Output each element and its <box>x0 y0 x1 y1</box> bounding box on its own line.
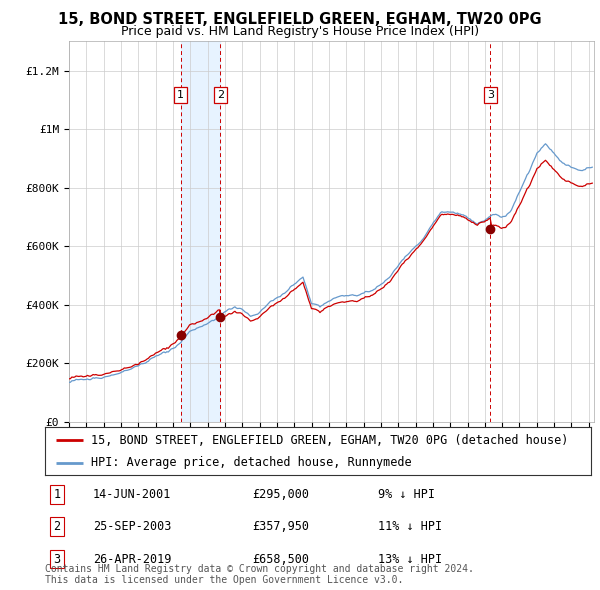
Text: 3: 3 <box>487 90 494 100</box>
Text: 11% ↓ HPI: 11% ↓ HPI <box>378 520 442 533</box>
Text: 1: 1 <box>177 90 184 100</box>
Text: 25-SEP-2003: 25-SEP-2003 <box>93 520 172 533</box>
Text: 26-APR-2019: 26-APR-2019 <box>93 552 172 566</box>
Text: HPI: Average price, detached house, Runnymede: HPI: Average price, detached house, Runn… <box>91 456 412 470</box>
Text: Price paid vs. HM Land Registry's House Price Index (HPI): Price paid vs. HM Land Registry's House … <box>121 25 479 38</box>
Text: 2: 2 <box>53 520 61 533</box>
Text: 15, BOND STREET, ENGLEFIELD GREEN, EGHAM, TW20 0PG: 15, BOND STREET, ENGLEFIELD GREEN, EGHAM… <box>58 12 542 27</box>
Text: 1: 1 <box>53 487 61 501</box>
Bar <box>181 41 220 422</box>
Text: Contains HM Land Registry data © Crown copyright and database right 2024.
This d: Contains HM Land Registry data © Crown c… <box>45 563 474 585</box>
Text: 14-JUN-2001: 14-JUN-2001 <box>93 487 172 501</box>
Text: 3: 3 <box>53 552 61 566</box>
Text: 2: 2 <box>217 90 224 100</box>
Text: £658,500: £658,500 <box>252 552 309 566</box>
Text: 15, BOND STREET, ENGLEFIELD GREEN, EGHAM, TW20 0PG (detached house): 15, BOND STREET, ENGLEFIELD GREEN, EGHAM… <box>91 434 569 447</box>
Text: 9% ↓ HPI: 9% ↓ HPI <box>378 487 435 501</box>
Text: £295,000: £295,000 <box>252 487 309 501</box>
Text: 13% ↓ HPI: 13% ↓ HPI <box>378 552 442 566</box>
Text: £357,950: £357,950 <box>252 520 309 533</box>
